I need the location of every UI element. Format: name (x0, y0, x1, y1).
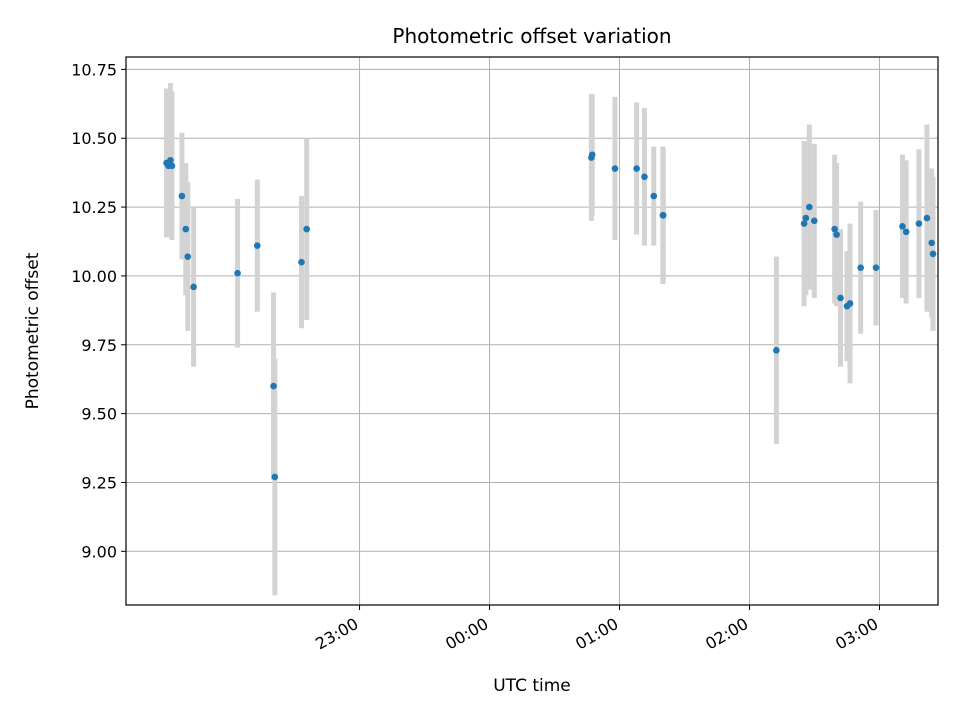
data-point (929, 250, 937, 258)
data-point (271, 473, 279, 481)
data-point (833, 231, 840, 238)
data-point (928, 239, 936, 247)
y-tick-label: 10.00 (71, 267, 117, 286)
data-point (802, 214, 810, 222)
x-axis-title: UTC time (493, 676, 571, 696)
y-tick-label: 10.75 (71, 60, 117, 79)
y-axis: 9.00 9.25 9.50 9.75 10.00 10.25 10.50 10.75 (71, 60, 126, 561)
data-point (806, 203, 813, 211)
data-point (167, 156, 174, 164)
data-point (810, 217, 818, 225)
y-tick-label: 9.75 (81, 336, 117, 355)
data-point (846, 300, 854, 307)
data-point (178, 192, 186, 200)
data-point (857, 264, 864, 271)
data-point (633, 165, 640, 172)
data-point (923, 214, 931, 222)
data-point (641, 173, 648, 181)
data-point (659, 212, 667, 219)
data-point (588, 151, 596, 159)
y-tick-label: 10.50 (71, 129, 117, 148)
data-point (831, 225, 838, 233)
data-point (650, 192, 658, 200)
data-points (163, 151, 937, 481)
chart-title: Photometric offset variation (392, 24, 671, 48)
data-point (298, 258, 305, 266)
data-point (773, 346, 780, 354)
y-tick-label: 9.00 (81, 542, 117, 561)
y-axis-title: Photometric offset (23, 252, 43, 409)
data-point (234, 269, 241, 277)
data-point (902, 228, 910, 236)
data-point (168, 162, 176, 170)
data-point (182, 225, 190, 233)
y-tick-label: 9.50 (81, 405, 117, 424)
data-point (303, 225, 310, 233)
data-point (915, 220, 923, 227)
data-point (253, 242, 261, 249)
data-point (899, 223, 906, 230)
data-point (872, 264, 880, 271)
data-point (270, 382, 277, 390)
data-point (184, 253, 192, 260)
y-tick-label: 9.25 (81, 473, 117, 492)
y-tick-label: 10.25 (71, 198, 117, 217)
data-point (800, 220, 808, 227)
plot-frame (125, 56, 939, 606)
data-point (611, 165, 619, 172)
data-point (190, 283, 197, 291)
data-point (837, 294, 844, 302)
